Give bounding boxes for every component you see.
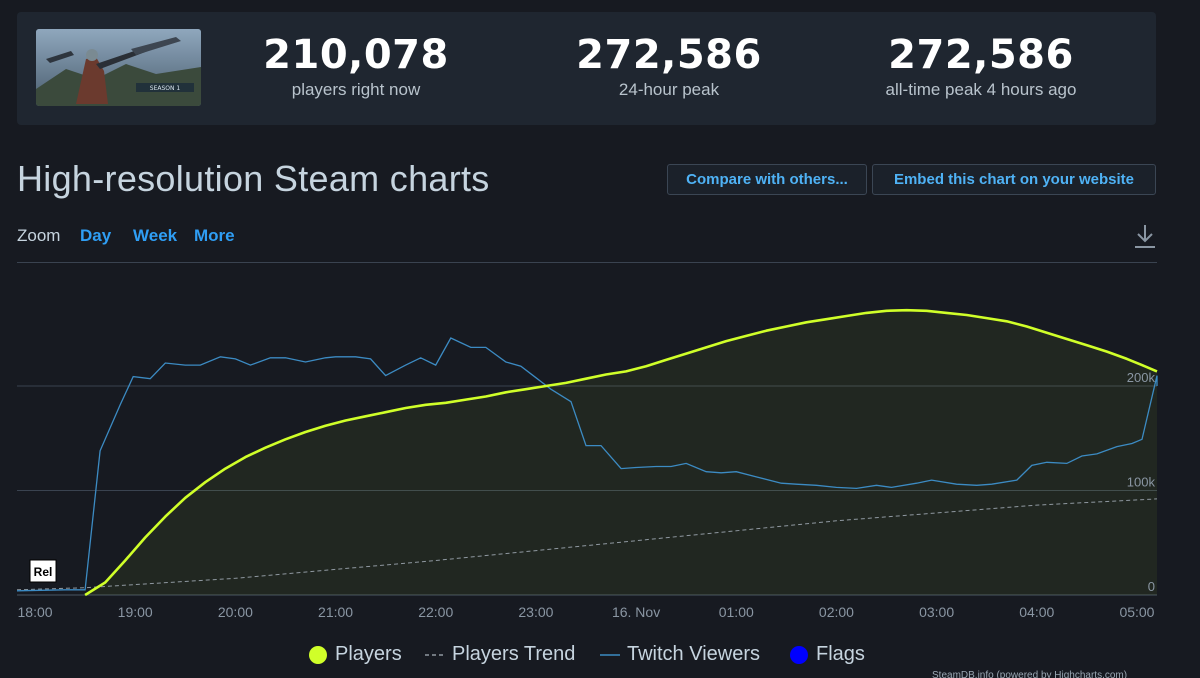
- players-area: [85, 310, 1158, 595]
- grid-lines: [17, 385, 1157, 596]
- legend-label: Flags: [816, 643, 865, 665]
- twitch-viewers-line[interactable]: [16, 337, 1158, 592]
- x-tick-label: 01:00: [719, 604, 754, 620]
- download-icon[interactable]: [1132, 222, 1158, 250]
- zoom-day[interactable]: Day: [80, 226, 112, 245]
- x-tick-label: 20:00: [218, 604, 253, 620]
- x-tick-label: 16. Nov: [612, 604, 660, 620]
- x-tick-label: 04:00: [1019, 604, 1054, 620]
- player-count-chart[interactable]: 0 100k 200k 18:00 19:00 20:00 21:00 22:00 23:00…: [0, 262, 1200, 678]
- footer-credit[interactable]: SteamDB.info (powered by Highcharts.com): [932, 670, 1128, 678]
- zoom-label: Zoom: [17, 226, 61, 245]
- stat-label: players right now: [291, 80, 421, 99]
- legend-label: Twitch Viewers: [627, 643, 761, 665]
- legend-twitch-marker-icon: [600, 653, 620, 656]
- page-title: High-resolution Steam charts: [17, 158, 490, 199]
- y-tick-label: 100k: [1127, 475, 1156, 490]
- y-tick-label: 0: [1148, 579, 1155, 594]
- stat-value: 210,078: [263, 32, 449, 78]
- legend-flags-marker-icon: [790, 645, 808, 664]
- stat-all-time-peak: 272,586 all-time peak 4 hours ago: [831, 32, 1131, 100]
- stats-panel: SEASON 1 210,078 players right now 272,5…: [17, 12, 1156, 125]
- x-tick-label: 02:00: [819, 604, 854, 620]
- y-axis-labels: 0 100k 200k: [1127, 370, 1156, 594]
- x-tick-label: 05:00: [1119, 604, 1154, 620]
- game-art-icon: SEASON 1: [36, 29, 201, 106]
- stat-value: 272,586: [576, 32, 762, 78]
- stat-label: 24-hour peak: [618, 80, 720, 99]
- x-tick-label: 23:00: [518, 604, 553, 620]
- legend-label: Players: [335, 643, 402, 665]
- x-tick-label: 19:00: [118, 604, 153, 620]
- x-tick-label: 22:00: [418, 604, 453, 620]
- legend-players-trend[interactable]: Players Trend: [425, 643, 575, 666]
- flags-series: Rel: [29, 559, 57, 583]
- x-tick-label: 21:00: [318, 604, 353, 620]
- legend-label: Players Trend: [452, 643, 576, 665]
- twitch-viewers-series: [16, 337, 1158, 592]
- flag-marker[interactable]: Rel: [29, 559, 57, 583]
- legend-players-marker-icon: [309, 645, 327, 664]
- embed-chart-button[interactable]: Embed this chart on your website: [872, 164, 1156, 195]
- players-line[interactable]: [84, 308, 1158, 597]
- legend-flags[interactable]: Flags: [790, 643, 865, 666]
- x-tick-label: 03:00: [919, 604, 954, 620]
- y-tick-label: 200k: [1127, 370, 1156, 385]
- legend-twitch-viewers[interactable]: Twitch Viewers: [600, 643, 760, 666]
- game-thumbnail[interactable]: SEASON 1: [36, 29, 201, 106]
- season-caption: SEASON 1: [150, 85, 181, 92]
- legend-players[interactable]: Players: [309, 643, 402, 666]
- stat-value: 272,586: [888, 32, 1074, 78]
- stat-label: all-time peak 4 hours ago: [885, 80, 1077, 99]
- flag-label: Rel: [34, 565, 53, 579]
- flag-box: [29, 559, 57, 583]
- x-tick-label: 18:00: [18, 604, 53, 620]
- legend-trend-marker-icon: [425, 653, 445, 656]
- compare-button[interactable]: Compare with others...: [667, 164, 867, 195]
- x-axis-labels: 18:00 19:00 20:00 21:00 22:00 23:00 16. Nov 01:…: [18, 604, 1155, 620]
- stat-24h-peak: 272,586 24-hour peak: [519, 32, 819, 100]
- zoom-more[interactable]: More: [194, 226, 235, 245]
- stat-players-now: 210,078 players right now: [206, 32, 506, 100]
- players-series: [84, 308, 1158, 597]
- players-trend-series: [16, 498, 1158, 591]
- players-trend-line[interactable]: [16, 498, 1158, 591]
- players-area-fill: [85, 310, 1158, 595]
- zoom-week[interactable]: Week: [133, 226, 178, 245]
